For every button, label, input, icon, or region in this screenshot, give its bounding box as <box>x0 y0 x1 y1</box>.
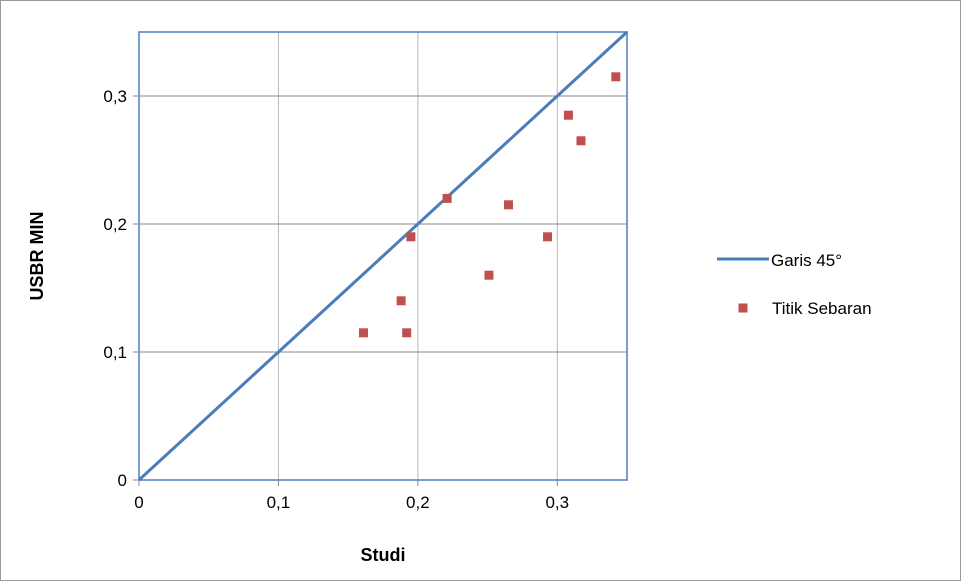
legend-label-line: Garis 45° <box>771 251 842 270</box>
y-tick-label: 0,1 <box>103 343 127 362</box>
legend: Garis 45° Titik Sebaran <box>717 251 872 318</box>
x-axis-ticks: 0 0,1 0,2 0,3 <box>134 480 569 512</box>
scatter-point <box>358 328 368 338</box>
x-tick-label: 0,1 <box>267 493 291 512</box>
grid <box>139 32 627 480</box>
plot-area <box>138 31 628 481</box>
y-axis-title: USBR MIN <box>27 212 47 301</box>
series-line-garis-45 <box>137 30 629 482</box>
y-axis-ticks: 0 0,1 0,2 0,3 <box>103 87 139 490</box>
scatter-point <box>611 72 621 82</box>
x-tick-label: 0,2 <box>406 493 430 512</box>
scatter-point <box>442 193 452 203</box>
scatter-point <box>396 296 406 306</box>
scatter-point <box>406 232 416 242</box>
scatter-point <box>503 200 513 210</box>
y-tick-label: 0,3 <box>103 87 127 106</box>
y-tick-label: 0 <box>118 471 127 490</box>
scatter-point <box>484 270 494 280</box>
x-tick-label: 0,3 <box>545 493 569 512</box>
legend-label-marker: Titik Sebaran <box>772 299 872 318</box>
scatter-point <box>576 136 586 146</box>
x-axis-title: Studi <box>361 545 406 565</box>
y-tick-label: 0,2 <box>103 215 127 234</box>
x-tick-label: 0 <box>134 493 143 512</box>
scatter-point <box>402 328 412 338</box>
series <box>137 30 629 482</box>
scatter-point <box>563 110 573 120</box>
scatter-point <box>543 232 553 242</box>
legend-swatch-marker <box>738 303 748 313</box>
